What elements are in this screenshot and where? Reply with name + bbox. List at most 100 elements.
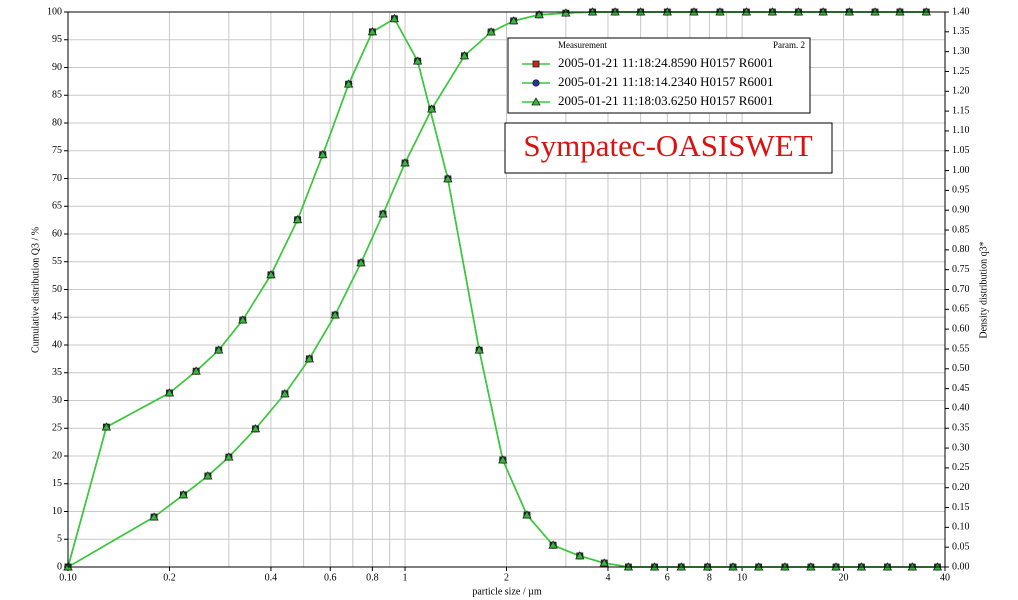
marker <box>412 56 423 65</box>
y2-tick-label: 0.70 <box>952 284 970 295</box>
marker <box>459 51 470 60</box>
x-tick-label: 8 <box>707 572 712 583</box>
marker <box>508 16 519 25</box>
marker <box>367 27 378 36</box>
y2-tick-label: 0.60 <box>952 323 970 334</box>
y2-tick-label: 1.10 <box>952 125 970 136</box>
y2-tick-label: 0.50 <box>952 363 970 374</box>
y2-tick-label: 1.15 <box>952 105 970 116</box>
y2-tick-label: 0.75 <box>952 264 970 275</box>
marker <box>280 389 290 398</box>
marker <box>522 510 532 519</box>
marker <box>330 310 340 319</box>
x-tick-label: 10 <box>737 572 747 583</box>
marker <box>214 345 224 354</box>
marker <box>224 452 234 461</box>
y-tick-label: 40 <box>52 339 62 350</box>
y2-tick-label: 0.05 <box>952 541 970 552</box>
legend-box <box>507 37 811 114</box>
marker <box>191 366 201 375</box>
x-tick-label: 0.2 <box>163 572 176 583</box>
y2-tick-label: 1.00 <box>952 165 970 176</box>
marker <box>548 540 558 549</box>
y2-tick-label: 0.10 <box>952 522 970 533</box>
y-tick-label: 65 <box>52 201 62 212</box>
y2-tick-label: 1.25 <box>952 66 970 77</box>
marker <box>498 455 508 464</box>
marker <box>343 79 354 88</box>
x-axis-title: particle size / µm <box>472 586 542 597</box>
marker <box>292 214 303 224</box>
y2-tick-label: 0.55 <box>952 343 970 354</box>
y-tick-label: 30 <box>52 395 62 406</box>
legend-label: 2005-01-21 11:18:03.6250 H0157 R6001 <box>558 93 773 108</box>
y2-tick-label: 1.05 <box>952 145 970 156</box>
watermark: Sympatec-OASISWET <box>523 128 812 163</box>
y-tick-label: 70 <box>52 173 62 184</box>
marker <box>561 8 571 17</box>
y-tick-label: 0 <box>57 561 62 572</box>
y-tick-label: 55 <box>52 256 62 267</box>
marker <box>400 158 410 167</box>
y2-tick-label: 0.85 <box>952 224 970 235</box>
marker <box>389 13 400 23</box>
marker <box>427 104 437 113</box>
x-tick-label: 4 <box>605 572 610 583</box>
y2-tick-label: 0.65 <box>952 304 970 315</box>
y2-tick-label: 0.40 <box>952 403 970 414</box>
marker <box>534 9 544 19</box>
y-tick-label: 35 <box>52 367 62 378</box>
y-tick-label: 95 <box>52 34 62 45</box>
x-tick-label: 40 <box>940 572 950 583</box>
y2-tick-label: 0.00 <box>952 561 970 572</box>
marker <box>575 551 585 560</box>
y-tick-label: 20 <box>52 450 62 461</box>
marker <box>486 27 496 36</box>
x-tick-label: 1 <box>403 572 408 583</box>
y-tick-label: 45 <box>52 312 62 323</box>
y2-tick-label: 0.35 <box>952 423 970 434</box>
marker <box>531 97 541 106</box>
y-tick-label: 60 <box>52 228 62 239</box>
marker <box>318 149 328 159</box>
y2-tick-label: 0.20 <box>952 482 970 493</box>
y2-tick-label: 0.80 <box>952 244 970 255</box>
y-tick-label: 85 <box>52 90 62 101</box>
y2-tick-label: 0.45 <box>952 383 970 394</box>
y2-tick-label: 1.40 <box>952 6 970 17</box>
marker <box>164 388 175 397</box>
marker <box>532 79 540 87</box>
marker <box>149 512 159 521</box>
marker <box>101 422 112 431</box>
marker <box>356 258 366 267</box>
y-tick-label: 90 <box>52 62 62 73</box>
y-tick-label: 80 <box>52 117 62 128</box>
marker <box>266 270 276 279</box>
x-tick-label: 20 <box>839 572 849 583</box>
y2-tick-label: 1.35 <box>952 26 970 37</box>
y2-tick-label: 0.15 <box>952 502 970 513</box>
x-tick-label: 6 <box>665 572 670 583</box>
x-tick-label: 0.6 <box>324 572 337 583</box>
y2-tick-label: 1.30 <box>952 46 970 57</box>
x-tick-label: 0.10 <box>59 572 77 583</box>
legend-label: 2005-01-21 11:18:24.8590 H0157 R6001 <box>558 55 773 70</box>
y-tick-label: 15 <box>52 478 62 489</box>
x-tick-label: 0.8 <box>366 572 379 583</box>
y2-tick-label: 0.25 <box>952 462 970 473</box>
y-tick-label: 10 <box>52 506 62 517</box>
marker <box>599 558 609 567</box>
y-axis-title: Cumulative distribution Q3 / % <box>30 227 41 353</box>
y2-tick-label: 1.20 <box>952 86 970 97</box>
y2-tick-label: 0.90 <box>952 205 970 216</box>
marker <box>178 490 189 499</box>
y-tick-label: 50 <box>52 284 62 295</box>
legend-label: 2005-01-21 11:18:14.2340 H0157 R6001 <box>558 74 773 89</box>
marker <box>474 345 484 354</box>
legend-param: Param. 2 <box>773 40 805 50</box>
marker <box>250 423 261 433</box>
y-tick-label: 25 <box>52 423 62 434</box>
y-tick-label: 100 <box>47 6 62 17</box>
y2-tick-label: 0.30 <box>952 442 970 453</box>
